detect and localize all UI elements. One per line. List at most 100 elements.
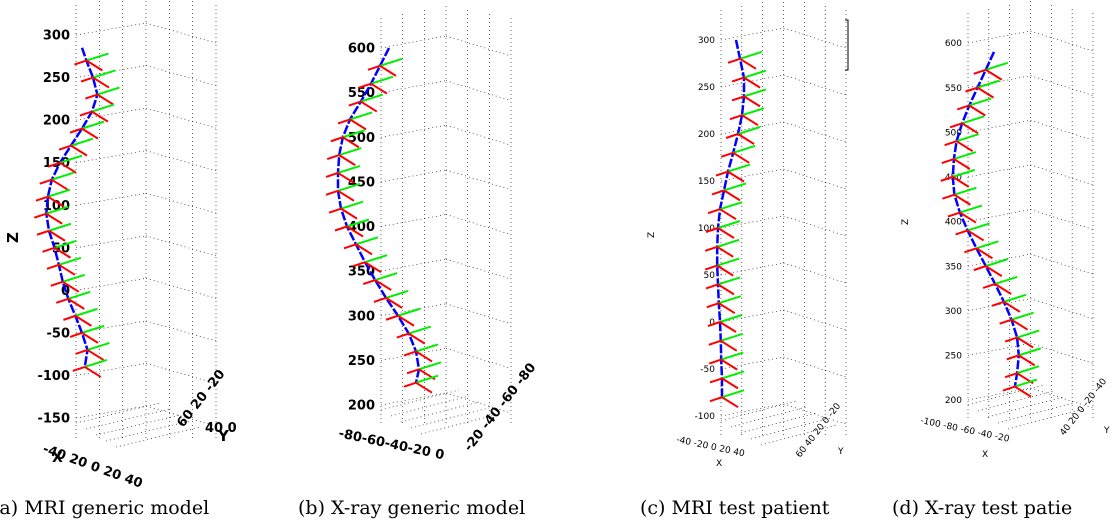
grid-line bbox=[446, 304, 511, 324]
grid-line bbox=[146, 151, 216, 171]
vertebra-y-axis bbox=[954, 152, 976, 159]
panel-caption: (b) X-ray generic model bbox=[298, 497, 525, 519]
grid-line bbox=[76, 193, 146, 205]
grid-line bbox=[784, 263, 847, 283]
vertebra-x-axis-back bbox=[983, 284, 995, 288]
vertebra-y-axis bbox=[995, 277, 1017, 284]
vertebra-y-axis bbox=[375, 273, 397, 280]
grid-line bbox=[401, 402, 479, 422]
z-tick-label: 200 bbox=[43, 114, 70, 129]
vertebra-y-axis bbox=[968, 223, 990, 230]
z-tick-label: 50 bbox=[704, 271, 716, 281]
grid-line bbox=[381, 348, 446, 360]
grid-line bbox=[968, 165, 1031, 177]
vertebra-y-axis bbox=[717, 240, 739, 247]
vertebra-y-axis bbox=[416, 344, 438, 351]
spine-line bbox=[953, 52, 1019, 387]
vertebra-x-axis-back bbox=[728, 59, 740, 63]
z-tick-label: 250 bbox=[945, 352, 962, 362]
vertebra-y-axis bbox=[722, 390, 744, 397]
grid-line bbox=[446, 170, 511, 190]
vertebra-x-axis-back bbox=[942, 159, 954, 163]
vertebra-y-axis bbox=[740, 52, 762, 59]
vertebra-y-axis bbox=[386, 291, 408, 298]
vertebra-x-axis bbox=[721, 341, 737, 351]
grid-line bbox=[978, 391, 1053, 411]
vertebra-x-axis bbox=[85, 367, 101, 377]
vertebra-x-axis-back bbox=[37, 231, 49, 235]
z-tick-label: 450 bbox=[348, 175, 375, 190]
vertebra-x-axis bbox=[744, 78, 760, 88]
z-axis-label: Z bbox=[901, 219, 911, 225]
vertebra-x-axis-back bbox=[732, 78, 744, 82]
panel-caption: (d) X-ray test patie bbox=[892, 497, 1072, 519]
vertebra-x-axis-back bbox=[709, 341, 721, 345]
vertebra-x-axis bbox=[722, 397, 738, 407]
vertebra-x-axis-back bbox=[1005, 338, 1017, 342]
z-tick-label: 200 bbox=[698, 130, 715, 140]
grid-line bbox=[721, 75, 784, 87]
vertebra-x-axis-back bbox=[47, 265, 59, 269]
grid-line bbox=[146, 23, 216, 43]
vertebra-y-axis bbox=[49, 224, 71, 231]
grid-line bbox=[446, 215, 511, 235]
vertebra-y-axis bbox=[59, 258, 81, 265]
grid-line bbox=[446, 125, 511, 145]
vertebra-x-axis-back bbox=[374, 298, 386, 302]
vertebra-x-axis-back bbox=[386, 316, 398, 320]
vertebra-x-axis-back bbox=[404, 351, 416, 355]
vertebra-y-axis bbox=[744, 89, 766, 96]
grid-line bbox=[721, 28, 784, 40]
z-axis-label: Z bbox=[647, 232, 657, 238]
vertebra-x-axis-back bbox=[1003, 387, 1015, 391]
vertebra-y-axis bbox=[742, 108, 764, 115]
grid-line bbox=[381, 36, 446, 48]
vertebra-x-axis-back bbox=[964, 248, 976, 252]
grid-line bbox=[721, 216, 784, 228]
vertebra-y-axis bbox=[1012, 313, 1034, 320]
spine-curve bbox=[326, 48, 441, 393]
grid-line bbox=[968, 31, 1031, 43]
vertebra-x-axis-back bbox=[34, 214, 46, 218]
vertebra-x-axis-back bbox=[956, 230, 968, 234]
grid-line bbox=[721, 122, 784, 134]
grid-line bbox=[146, 66, 216, 86]
vertebra-x-axis-back bbox=[363, 280, 375, 284]
vertebra-y-axis bbox=[82, 326, 104, 333]
grid-line bbox=[446, 36, 511, 56]
vertebra-x-axis bbox=[718, 228, 734, 238]
vertebra-x-axis bbox=[969, 105, 985, 115]
grid-line bbox=[784, 216, 847, 236]
vertebra-x-axis bbox=[416, 383, 432, 393]
grid-line bbox=[146, 278, 216, 298]
vertebra-x-axis-back bbox=[942, 195, 954, 199]
vertebra-x-axis bbox=[738, 134, 754, 144]
grid-line bbox=[1031, 299, 1094, 319]
y-axis-label: Y bbox=[1103, 426, 1110, 436]
vertebra-x-axis-back bbox=[326, 173, 338, 177]
vertebra-y-axis bbox=[978, 81, 1000, 88]
vertebra-x-axis bbox=[720, 209, 736, 219]
grid-line bbox=[146, 236, 216, 256]
z-tick-label: -100 bbox=[695, 412, 716, 422]
vertebra-x-axis-back bbox=[56, 299, 68, 303]
vertebra-x-axis bbox=[52, 180, 68, 190]
grid-line bbox=[446, 81, 511, 101]
grid-line bbox=[988, 397, 1063, 417]
vertebra-x-axis-back bbox=[705, 266, 717, 270]
vertebra-x-axis-back bbox=[329, 209, 341, 213]
grid-line bbox=[968, 254, 1031, 266]
z-tick-label: 150 bbox=[698, 177, 715, 187]
vertebra-y-axis bbox=[722, 371, 744, 378]
vertebra-x-axis bbox=[724, 190, 740, 200]
vertebra-y-axis bbox=[976, 241, 998, 248]
vertebra-y-axis bbox=[85, 360, 107, 367]
vertebra-y-axis bbox=[409, 327, 431, 334]
vertebra-y-axis bbox=[960, 206, 982, 213]
y-tick-labels: -20 -40 -60 -80 bbox=[461, 360, 539, 454]
grid-line bbox=[446, 259, 511, 279]
grid-line bbox=[76, 236, 146, 248]
grid-line bbox=[784, 169, 847, 189]
grid-line bbox=[721, 310, 784, 322]
